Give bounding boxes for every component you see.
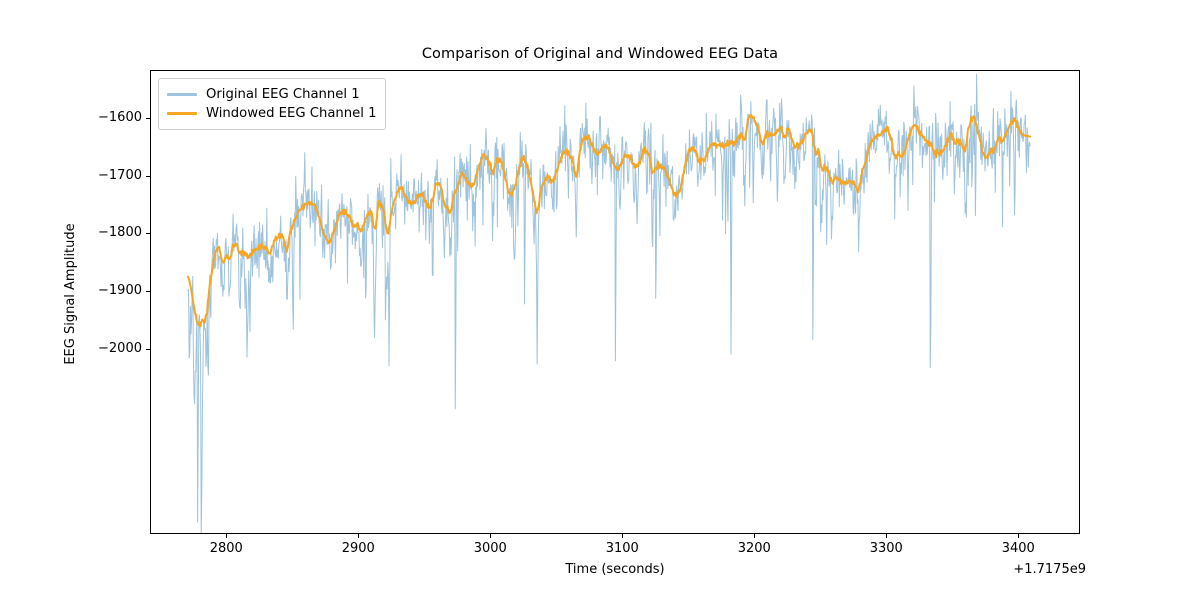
x-tick-label: 3000 — [473, 541, 507, 556]
y-tick-mark — [146, 291, 150, 293]
x-tick-label: 3200 — [737, 541, 771, 556]
signal-plot — [186, 73, 1032, 533]
x-tick-mark — [622, 534, 624, 538]
x-axis-offset-label: +1.7175e9 — [1013, 562, 1086, 577]
x-tick-label: 2800 — [209, 541, 243, 556]
y-tick-label: −2000 — [98, 340, 142, 356]
x-tick-label: 3300 — [869, 541, 903, 556]
x-tick-mark — [886, 534, 888, 538]
legend-label-windowed: Windowed EEG Channel 1 — [206, 105, 377, 121]
y-tick-mark — [146, 233, 150, 235]
plot-area — [150, 70, 1080, 534]
y-tick-label: −1900 — [98, 283, 142, 299]
y-tick-label: −1600 — [98, 110, 142, 126]
x-tick-mark — [226, 534, 228, 538]
y-axis-label-container: EEG Signal Amplitude — [61, 0, 81, 600]
y-tick-mark — [146, 175, 150, 177]
y-tick-mark — [146, 348, 150, 350]
legend-item-windowed: Windowed EEG Channel 1 — [167, 104, 376, 123]
x-axis-label: Time (seconds) — [565, 562, 665, 577]
page-title: Comparison of Original and Windowed EEG … — [421, 46, 779, 62]
y-tick-label: −1700 — [98, 167, 142, 183]
y-tick-label: −1800 — [98, 225, 142, 241]
series-line-original — [187, 73, 1031, 533]
x-tick-mark — [1018, 534, 1020, 538]
legend-label-original: Original EEG Channel 1 — [206, 86, 360, 102]
x-tick-label: 2900 — [341, 541, 375, 556]
y-tick-mark — [146, 118, 150, 120]
series-line-windowed — [186, 114, 1032, 328]
legend-swatch-original — [167, 93, 197, 96]
legend-item-original: Original EEG Channel 1 — [167, 85, 376, 104]
chart-legend: Original EEG Channel 1 Windowed EEG Chan… — [158, 78, 387, 130]
x-tick-label: 3400 — [1001, 541, 1035, 556]
x-tick-mark — [358, 534, 360, 538]
legend-swatch-windowed — [167, 112, 197, 115]
x-tick-mark — [754, 534, 756, 538]
x-tick-label: 3100 — [605, 541, 639, 556]
x-tick-mark — [490, 534, 492, 538]
